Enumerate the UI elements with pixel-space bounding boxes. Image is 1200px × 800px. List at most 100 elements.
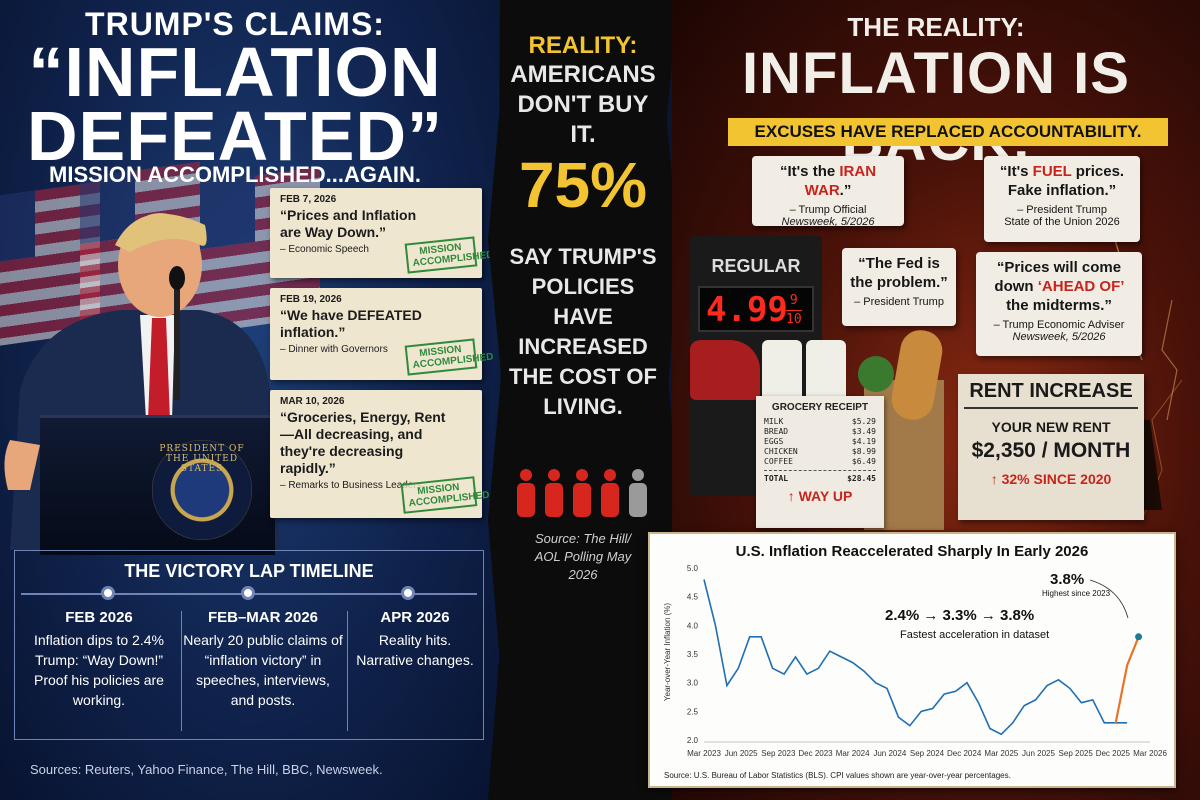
chart-y-label: Year-over-Year Inflation (%) bbox=[663, 603, 672, 701]
person-icon bbox=[573, 469, 591, 517]
quote-source: – Remarks to Business Leaders bbox=[280, 480, 422, 491]
quote-text: “We have DEFEATED inflation.” bbox=[280, 307, 422, 340]
chart-annotation-sequence: 2.4% → 3.3% → 3.8% bbox=[885, 607, 1034, 624]
chart-endpoint-marker bbox=[1135, 633, 1143, 641]
inflation-chart: U.S. Inflation Reaccelerated Sharply In … bbox=[648, 532, 1176, 788]
timeline-heading: FEB–MAR 2026 bbox=[207, 609, 319, 626]
timeline-divider bbox=[181, 611, 182, 731]
mission-accomplished-stamp: MISSION ACCOMPLISHED bbox=[404, 236, 494, 274]
timeline-column: FEB 2026 Inflation dips to 2.4% Trump: “… bbox=[19, 609, 179, 710]
chart-annotation-sequence-note: Fastest acceleration in dataset bbox=[900, 629, 1049, 641]
bubble-attribution: – Trump Economic Adviser bbox=[993, 319, 1125, 331]
bubble-quote: “The Fed is the problem.” bbox=[850, 255, 948, 291]
middle-heading-white: AMERICANS DON'T BUY IT. bbox=[510, 61, 656, 148]
timeline-heading: APR 2026 bbox=[380, 609, 450, 626]
rent-line2: $2,350 / MONTH bbox=[971, 439, 1131, 462]
left-title-line2b: DEFEATED” bbox=[26, 97, 444, 175]
x-tick-label: Jun 2025 bbox=[725, 749, 758, 758]
right-title-small: THE REALITY: bbox=[847, 12, 1025, 42]
pump-price: 4.99 bbox=[706, 290, 788, 330]
rent-increase-sign: RENT INCREASE YOUR NEW RENT $2,350 / MON… bbox=[958, 374, 1144, 520]
timeline-heading: FEB 2026 bbox=[65, 609, 133, 626]
bubble-attribution: – Trump Official bbox=[789, 204, 867, 216]
chart-annotation-end-value: 3.8% bbox=[1050, 571, 1084, 588]
y-tick-label: 4.5 bbox=[687, 593, 699, 602]
poll-percent: 75% bbox=[518, 149, 648, 221]
receipt-row: MILK $5.29 bbox=[764, 417, 876, 426]
person-icon bbox=[517, 469, 535, 517]
quote-card: FEB 19, 2026 “We have DEFEATED inflation… bbox=[270, 288, 494, 380]
chart-series-line bbox=[703, 579, 1128, 736]
milk-jug-icon bbox=[762, 340, 802, 400]
quote-bubble: “The Fed is the problem.” – President Tr… bbox=[842, 248, 956, 326]
poll-statement: SAY TRUMP'S POLICIES HAVE INCREASED THE … bbox=[509, 244, 657, 419]
x-tick-label: Jun 2024 bbox=[873, 749, 906, 758]
y-tick-label: 2.0 bbox=[687, 736, 699, 745]
person-icon bbox=[545, 469, 563, 517]
x-tick-label: Sep 2025 bbox=[1059, 749, 1094, 758]
middle-panel: REALITY: AMERICANS DON'T BUY IT. 75% SAY… bbox=[488, 0, 678, 800]
right-title-big: INFLATION IS BACK. bbox=[742, 41, 1130, 173]
timeline-dot bbox=[401, 586, 415, 600]
x-tick-label: Mar 2023 bbox=[687, 749, 721, 758]
bubble-attribution: – President Trump bbox=[1017, 204, 1107, 216]
y-tick-label: 3.5 bbox=[687, 650, 699, 659]
x-tick-label: Dec 2025 bbox=[1096, 749, 1131, 758]
timeline-column: APR 2026 Reality hits. Narrative changes… bbox=[355, 609, 475, 670]
timeline-body: Inflation dips to 2.4% Trump: “Way Down!… bbox=[34, 632, 164, 708]
left-title-line2: “INFLATION DEFEATED” bbox=[0, 33, 470, 175]
bubble-source: Newsweek, 5/2026 bbox=[1012, 331, 1106, 343]
chart-title: U.S. Inflation Reaccelerated Sharply In … bbox=[736, 543, 1089, 560]
x-tick-label: Sep 2023 bbox=[761, 749, 796, 758]
person-icon bbox=[629, 469, 647, 517]
timeline-dot bbox=[241, 586, 255, 600]
quote-date: FEB 7, 2026 bbox=[280, 194, 337, 205]
bubble-source: Newsweek, 5/2026 bbox=[781, 216, 875, 228]
bubble-quote: “Prices will come down ‘AHEAD OF’ the mi… bbox=[994, 259, 1124, 314]
bubble-source: State of the Union 2026 bbox=[1004, 216, 1120, 228]
chart-annotation-end-note: Highest since 2023 bbox=[1042, 589, 1111, 598]
quote-source: – Dinner with Governors bbox=[280, 344, 388, 355]
left-sources: Sources: Reuters, Yahoo Finance, The Hil… bbox=[30, 762, 383, 777]
rent-line3: ↑ 32% SINCE 2020 bbox=[990, 471, 1112, 487]
quote-date: FEB 19, 2026 bbox=[280, 294, 342, 305]
receipt-row: BREAD $3.49 bbox=[764, 427, 876, 436]
middle-heading: REALITY: AMERICANS DON'T BUY IT. bbox=[488, 32, 678, 150]
chart-annotation-arrow bbox=[1089, 579, 1129, 619]
timeline-divider bbox=[347, 611, 348, 731]
receipt-footer: ↑ WAY UP bbox=[787, 488, 853, 504]
milk-jug-icon bbox=[806, 340, 846, 400]
x-tick-label: Mar 2025 bbox=[984, 749, 1018, 758]
mission-accomplished-stamp: MISSION ACCOMPLISHED bbox=[404, 338, 494, 376]
pump-label: REGULAR bbox=[711, 256, 801, 276]
inflation-chart-svg: U.S. Inflation Reaccelerated Sharply In … bbox=[663, 543, 1167, 780]
broccoli-icon bbox=[858, 356, 894, 392]
timeline-body: Nearly 20 public claims of “inflation vi… bbox=[183, 632, 343, 708]
x-tick-label: Sep 2024 bbox=[910, 749, 945, 758]
victory-lap-timeline: THE VICTORY LAP TIMELINE FEB 2026 Inflat… bbox=[14, 550, 484, 740]
left-title-line2a: “INFLATION bbox=[28, 33, 442, 111]
y-tick-label: 3.0 bbox=[687, 679, 699, 688]
pump-fraction-bottom: 10 bbox=[786, 310, 802, 327]
x-tick-label: Mar 2024 bbox=[836, 749, 870, 758]
excuses-banner: EXCUSES HAVE REPLACED ACCOUNTABILITY. bbox=[728, 118, 1168, 146]
x-tick-label: Dec 2024 bbox=[947, 749, 982, 758]
timeline-column: FEB–MAR 2026 Nearly 20 public claims of … bbox=[183, 609, 343, 710]
seal-text: PRESIDENT OF THE UNITED STATES bbox=[159, 444, 245, 474]
mission-accomplished-stamp: MISSION ACCOMPLISHED bbox=[400, 476, 490, 514]
people-icons bbox=[517, 469, 647, 517]
quote-bubble: “It's FUEL prices. Fake inflation.” – Pr… bbox=[984, 156, 1140, 242]
x-tick-label: Jun 2025 bbox=[1022, 749, 1055, 758]
timeline-dot bbox=[101, 586, 115, 600]
x-tick-label: Mar 2026 bbox=[1133, 749, 1167, 758]
x-tick-label: Dec 2023 bbox=[798, 749, 833, 758]
poll-source: Source: The Hill/ AOL Polling May 2026 bbox=[534, 531, 632, 582]
quote-text: “Prices and Inflation are Way Down.” bbox=[280, 207, 417, 240]
person-icon bbox=[601, 469, 619, 517]
quote-card: FEB 7, 2026 “Prices and Inflation are Wa… bbox=[270, 188, 494, 278]
chart-series-line bbox=[1114, 636, 1140, 724]
timeline-title: THE VICTORY LAP TIMELINE bbox=[124, 561, 374, 581]
bubble-attribution: – President Trump bbox=[854, 296, 944, 308]
quote-bubble: “It's the IRAN WAR.” – Trump Official Ne… bbox=[752, 156, 904, 228]
left-title-line3: MISSION ACCOMPLISHED...AGAIN. bbox=[49, 162, 421, 187]
